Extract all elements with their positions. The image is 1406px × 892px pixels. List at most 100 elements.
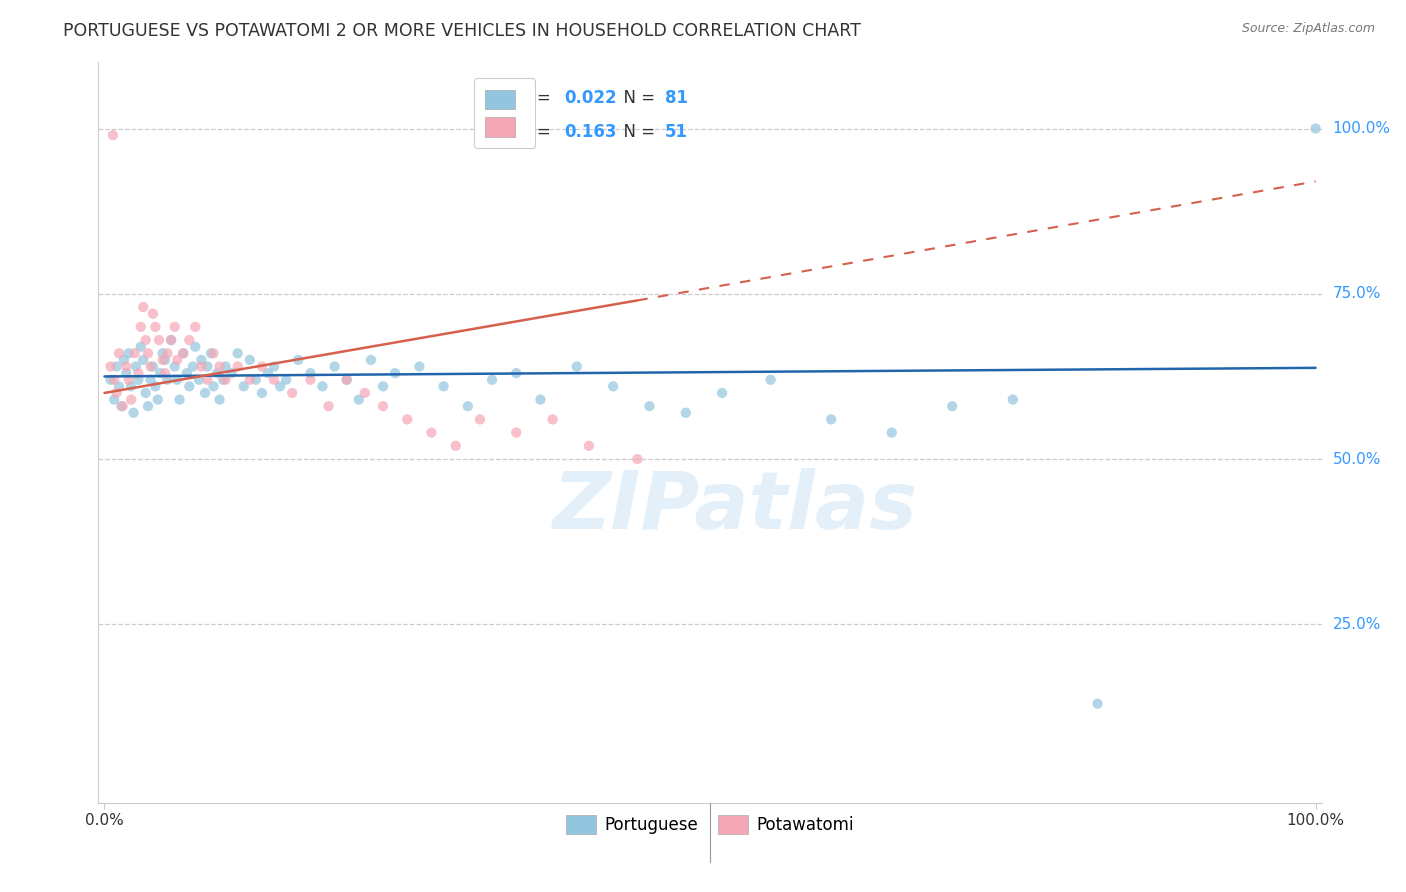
Point (675, 406, 697, 420)
Point (269, 379, 291, 393)
Point (432, 379, 454, 393)
Point (129, 340, 152, 354)
Point (100, 359, 122, 374)
Point (122, 406, 145, 420)
Point (197, 373, 219, 387)
Point (105, 386, 128, 401)
Point (202, 379, 225, 393)
Text: N =: N = (613, 89, 661, 107)
Point (457, 399, 479, 413)
Point (505, 425, 527, 440)
Point (444, 439, 467, 453)
Point (156, 346, 179, 360)
Point (1001, 392, 1024, 407)
Point (135, 333, 157, 347)
Text: Source: ZipAtlas.com: Source: ZipAtlas.com (1241, 22, 1375, 36)
Point (181, 359, 204, 374)
Point (711, 386, 734, 401)
Text: 51: 51 (665, 123, 688, 141)
Point (371, 399, 394, 413)
Point (232, 379, 254, 393)
Point (152, 352, 174, 367)
Point (396, 412, 419, 426)
Point (136, 399, 159, 413)
Point (139, 373, 162, 387)
Point (820, 412, 842, 426)
Point (184, 319, 207, 334)
Point (163, 359, 186, 374)
Text: R =: R = (520, 89, 557, 107)
Point (179, 379, 201, 393)
Point (112, 352, 135, 367)
Text: 75.0%: 75.0% (1333, 286, 1381, 301)
Point (160, 333, 183, 347)
Point (124, 346, 146, 360)
Point (142, 307, 165, 321)
Point (505, 366, 527, 380)
Point (194, 386, 217, 401)
Point (153, 366, 176, 380)
Point (187, 373, 209, 387)
Legend: Portuguese, Potawatomi: Portuguese, Potawatomi (558, 806, 862, 843)
Point (105, 359, 128, 374)
Point (354, 386, 377, 401)
Point (336, 373, 359, 387)
Point (541, 412, 564, 426)
Point (152, 346, 174, 360)
Point (239, 352, 262, 367)
Point (111, 399, 134, 413)
Point (263, 359, 285, 374)
Point (311, 379, 333, 393)
Point (212, 373, 235, 387)
Point (100, 373, 122, 387)
Text: 0.163: 0.163 (564, 123, 617, 141)
Point (276, 373, 298, 387)
Point (759, 373, 782, 387)
Point (108, 379, 131, 393)
Point (166, 352, 188, 367)
Point (101, 128, 124, 143)
Point (565, 359, 588, 374)
Point (136, 346, 159, 360)
Point (323, 359, 346, 374)
Point (139, 359, 162, 374)
Text: 50.0%: 50.0% (1333, 451, 1381, 467)
Point (239, 373, 262, 387)
Point (160, 333, 183, 347)
Point (205, 366, 228, 380)
Text: 100.0%: 100.0% (1333, 121, 1391, 136)
Point (263, 373, 285, 387)
Text: N =: N = (613, 123, 661, 141)
Point (245, 373, 267, 387)
Text: 25.0%: 25.0% (1333, 617, 1381, 632)
Point (197, 359, 219, 374)
Point (529, 392, 551, 407)
Point (146, 392, 169, 407)
Point (578, 439, 600, 453)
Point (226, 346, 249, 360)
Point (214, 373, 236, 387)
Point (880, 425, 903, 440)
Point (468, 412, 491, 426)
Point (135, 386, 157, 401)
Point (257, 366, 280, 380)
Point (371, 379, 394, 393)
Point (132, 300, 155, 314)
Point (148, 333, 170, 347)
Point (156, 373, 179, 387)
Point (143, 319, 166, 334)
Point (1305, 121, 1327, 136)
Point (103, 392, 125, 407)
Point (318, 399, 340, 413)
Point (281, 386, 304, 401)
Text: R =: R = (520, 123, 557, 141)
Point (250, 386, 273, 401)
Point (118, 346, 141, 360)
Point (153, 352, 176, 367)
Point (336, 373, 359, 387)
Point (172, 346, 194, 360)
Point (208, 392, 231, 407)
Point (184, 340, 207, 354)
Point (127, 373, 149, 387)
Point (299, 366, 322, 380)
